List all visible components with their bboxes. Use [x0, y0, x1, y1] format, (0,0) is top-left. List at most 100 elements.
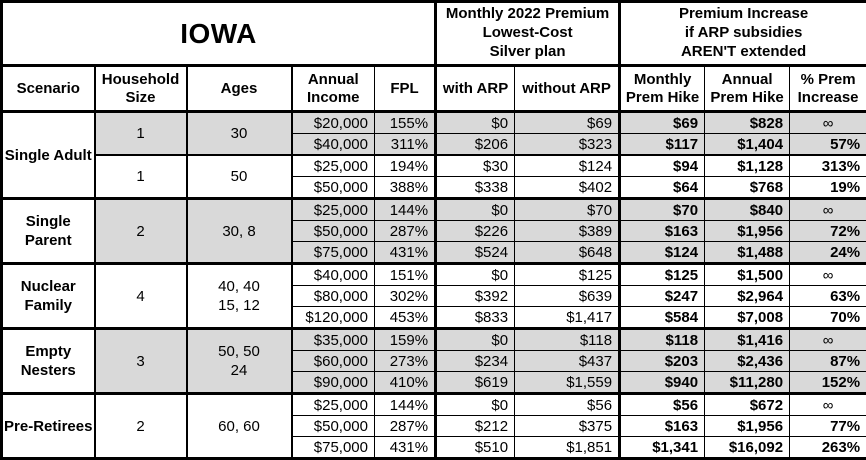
with-arp-cell: $0 — [436, 394, 515, 416]
fpl-cell: 144% — [375, 199, 436, 221]
pct-increase-cell: ∞ — [790, 329, 866, 351]
with-arp-cell: $0 — [436, 199, 515, 221]
col-header-fpl: FPL — [375, 66, 436, 112]
scenario-label: Nuclear Family — [2, 264, 95, 329]
fpl-cell: 287% — [375, 416, 436, 437]
fpl-cell: 194% — [375, 155, 436, 177]
without-arp-cell: $1,559 — [515, 372, 620, 394]
without-arp-cell: $389 — [515, 221, 620, 242]
fpl-cell: 388% — [375, 177, 436, 199]
without-arp-cell: $118 — [515, 329, 620, 351]
monthly-hike-cell: $118 — [620, 329, 705, 351]
annual-income-cell: $25,000 — [292, 199, 375, 221]
fpl-cell: 302% — [375, 286, 436, 307]
annual-income-cell: $90,000 — [292, 372, 375, 394]
household-size-cell: 2 — [95, 199, 187, 264]
premium-group-header: Monthly 2022 Premium Lowest-Cost Silver … — [436, 2, 620, 66]
fpl-cell: 410% — [375, 372, 436, 394]
annual-hike-cell: $7,008 — [705, 307, 790, 329]
pct-increase-cell: 72% — [790, 221, 866, 242]
with-arp-cell: $338 — [436, 177, 515, 199]
with-arp-cell: $392 — [436, 286, 515, 307]
annual-hike-cell: $1,128 — [705, 155, 790, 177]
household-size-cell: 2 — [95, 394, 187, 459]
annual-hike-cell: $16,092 — [705, 437, 790, 459]
without-arp-cell: $70 — [515, 199, 620, 221]
with-arp-cell: $510 — [436, 437, 515, 459]
monthly-hike-cell: $94 — [620, 155, 705, 177]
monthly-hike-cell: $163 — [620, 416, 705, 437]
fpl-cell: 144% — [375, 394, 436, 416]
ages-cell: 30 — [187, 112, 292, 156]
monthly-hike-cell: $56 — [620, 394, 705, 416]
annual-hike-cell: $1,488 — [705, 242, 790, 264]
ages-cell: 40, 40 15, 12 — [187, 264, 292, 329]
annual-hike-cell: $1,404 — [705, 134, 790, 156]
pct-increase-cell: 263% — [790, 437, 866, 459]
annual-hike-cell: $768 — [705, 177, 790, 199]
annual-hike-cell: $1,416 — [705, 329, 790, 351]
col-header-monthly-prem-hike: Monthly Prem Hike — [620, 66, 705, 112]
pct-increase-cell: 87% — [790, 351, 866, 372]
table-row: 1 50 $25,000 194% $30 $124 $94 $1,128 31… — [2, 155, 866, 177]
col-header-pct-prem-increase: % Prem Increase — [790, 66, 866, 112]
without-arp-cell: $125 — [515, 264, 620, 286]
with-arp-cell: $619 — [436, 372, 515, 394]
annual-income-cell: $80,000 — [292, 286, 375, 307]
annual-income-cell: $50,000 — [292, 416, 375, 437]
fpl-cell: 431% — [375, 242, 436, 264]
pct-increase-cell: 24% — [790, 242, 866, 264]
table-row: Nuclear Family 4 40, 40 15, 12 $40,000 1… — [2, 264, 866, 286]
monthly-hike-cell: $584 — [620, 307, 705, 329]
scenario-label: Pre-Retirees — [2, 394, 95, 459]
annual-income-cell: $20,000 — [292, 112, 375, 134]
with-arp-cell: $0 — [436, 112, 515, 134]
header-band: IOWA Monthly 2022 Premium Lowest-Cost Si… — [2, 2, 866, 66]
annual-hike-cell: $1,956 — [705, 416, 790, 437]
without-arp-cell: $402 — [515, 177, 620, 199]
pct-increase-cell: 152% — [790, 372, 866, 394]
annual-hike-cell: $2,436 — [705, 351, 790, 372]
household-size-cell: 4 — [95, 264, 187, 329]
with-arp-cell: $206 — [436, 134, 515, 156]
scenario-label: Single Parent — [2, 199, 95, 264]
pct-increase-cell: 313% — [790, 155, 866, 177]
fpl-cell: 273% — [375, 351, 436, 372]
pct-increase-cell: ∞ — [790, 199, 866, 221]
with-arp-cell: $833 — [436, 307, 515, 329]
annual-income-cell: $75,000 — [292, 437, 375, 459]
table-row: Pre-Retirees 2 60, 60 $25,000 144% $0 $5… — [2, 394, 866, 416]
without-arp-cell: $1,417 — [515, 307, 620, 329]
region-title: IOWA — [2, 2, 436, 66]
household-size-cell: 1 — [95, 112, 187, 156]
annual-income-cell: $50,000 — [292, 177, 375, 199]
table-row: Single Adult 1 30 $20,000 155% $0 $69 $6… — [2, 112, 866, 134]
scenario-label: Single Adult — [2, 112, 95, 199]
fpl-cell: 453% — [375, 307, 436, 329]
monthly-hike-cell: $1,341 — [620, 437, 705, 459]
monthly-hike-cell: $247 — [620, 286, 705, 307]
fpl-cell: 431% — [375, 437, 436, 459]
household-size-cell: 3 — [95, 329, 187, 394]
table-row: Single Parent 2 30, 8 $25,000 144% $0 $7… — [2, 199, 866, 221]
col-header-scenario: Scenario — [2, 66, 95, 112]
ages-cell: 30, 8 — [187, 199, 292, 264]
monthly-hike-cell: $124 — [620, 242, 705, 264]
monthly-hike-cell: $117 — [620, 134, 705, 156]
ages-cell: 60, 60 — [187, 394, 292, 459]
monthly-hike-cell: $70 — [620, 199, 705, 221]
col-header-annual-prem-hike: Annual Prem Hike — [705, 66, 790, 112]
without-arp-cell: $437 — [515, 351, 620, 372]
monthly-hike-cell: $64 — [620, 177, 705, 199]
monthly-hike-cell: $69 — [620, 112, 705, 134]
annual-hike-cell: $672 — [705, 394, 790, 416]
table-row: Empty Nesters 3 50, 50 24 $35,000 159% $… — [2, 329, 866, 351]
with-arp-cell: $0 — [436, 264, 515, 286]
without-arp-cell: $648 — [515, 242, 620, 264]
without-arp-cell: $639 — [515, 286, 620, 307]
without-arp-cell: $323 — [515, 134, 620, 156]
annual-income-cell: $25,000 — [292, 394, 375, 416]
with-arp-cell: $234 — [436, 351, 515, 372]
annual-hike-cell: $828 — [705, 112, 790, 134]
